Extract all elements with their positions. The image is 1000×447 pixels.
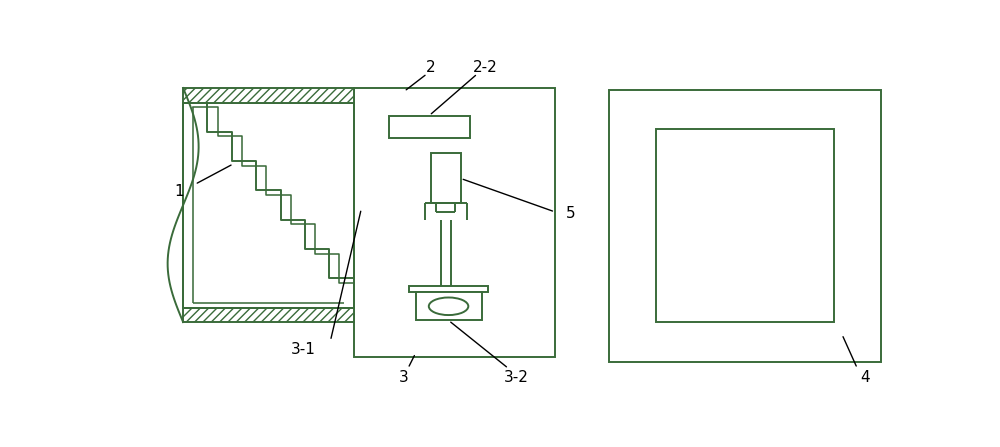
Bar [388,116,470,138]
Text: 2: 2 [426,60,436,75]
Text: 5: 5 [566,206,575,221]
Bar [431,153,461,203]
Bar [409,286,488,292]
Bar [183,88,354,102]
Text: 4: 4 [860,370,870,385]
Bar [183,308,354,322]
Text: 2-2: 2-2 [473,60,498,75]
Bar [656,129,834,322]
Bar [183,102,354,308]
Text: 1: 1 [174,184,184,199]
Bar [416,292,482,320]
Bar [609,90,881,362]
Text: 3-1: 3-1 [291,342,316,357]
Text: 3-2: 3-2 [504,370,529,385]
Bar [354,88,555,357]
Text: 3: 3 [399,370,409,385]
